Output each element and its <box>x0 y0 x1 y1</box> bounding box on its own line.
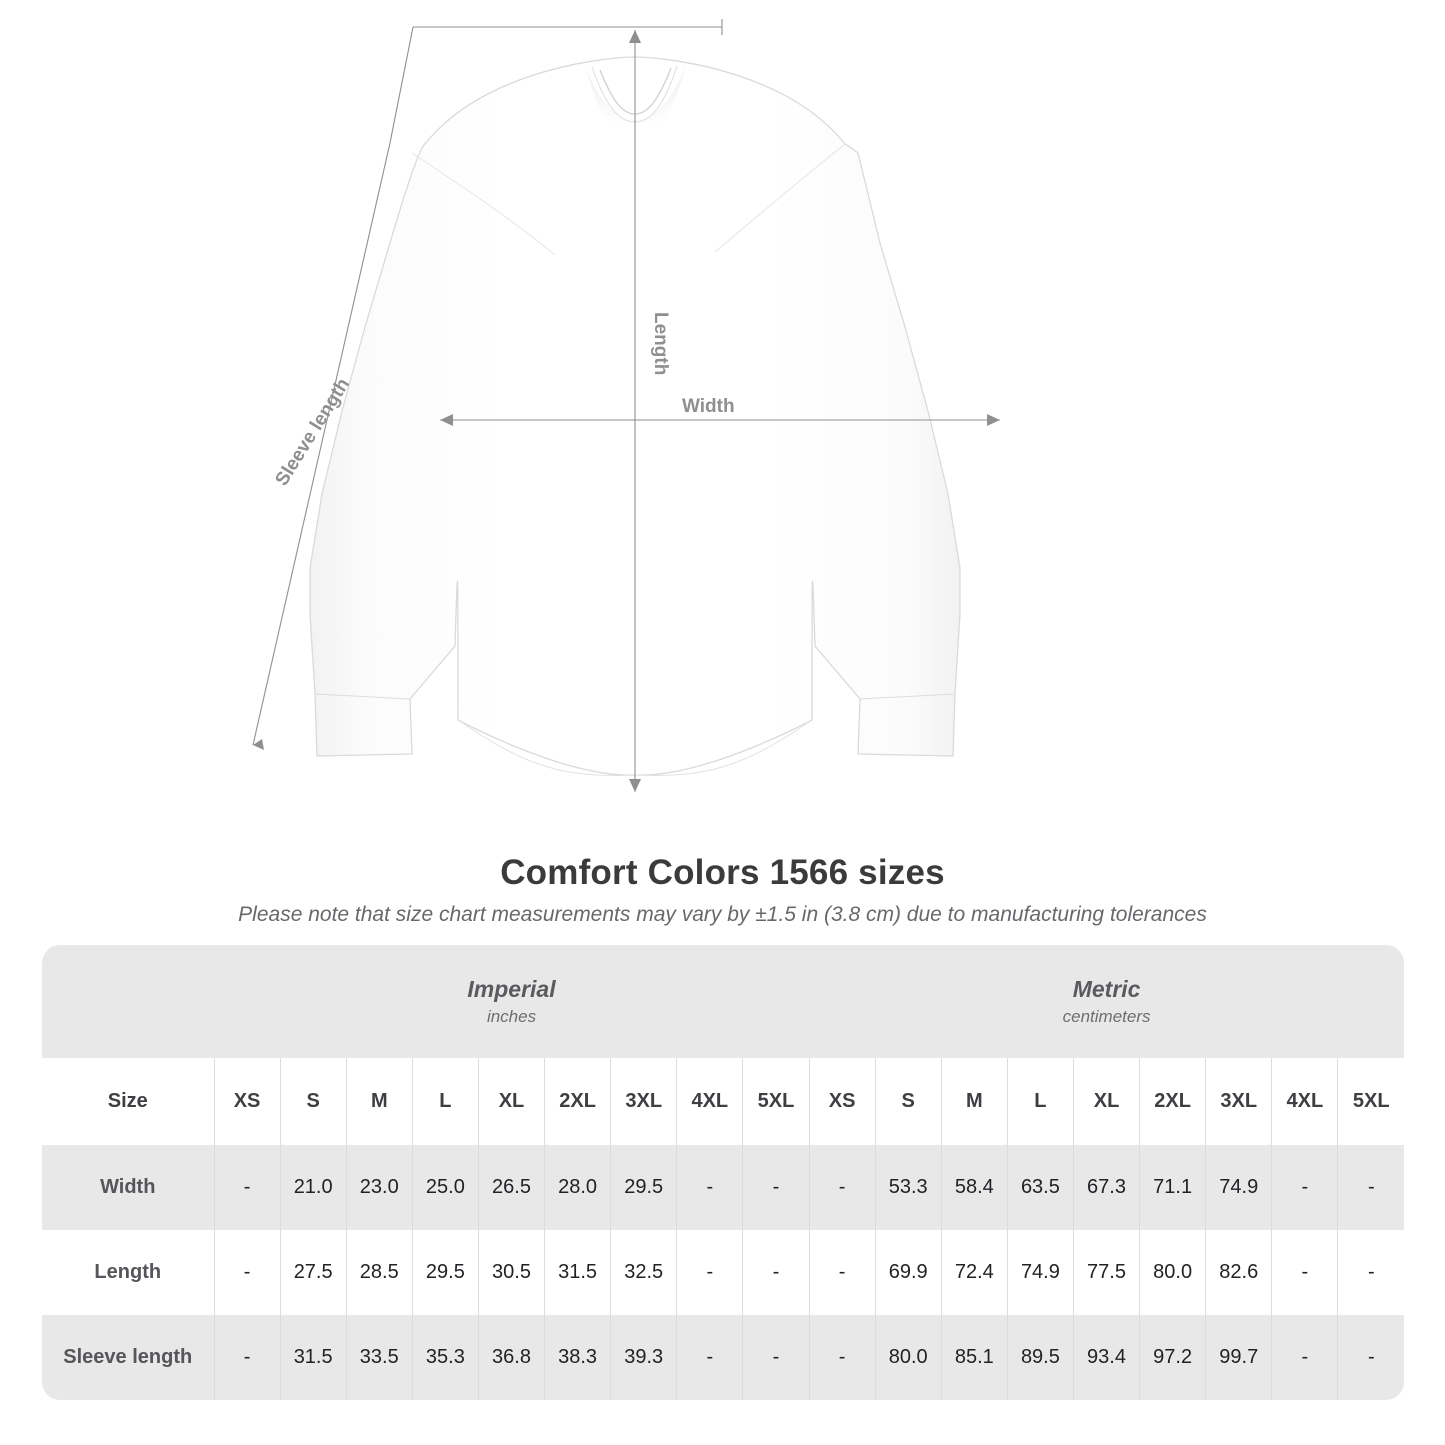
svg-text:Width: Width <box>682 396 735 417</box>
svg-text:Length: Length <box>650 312 671 375</box>
svg-text:Sleeve length: Sleeve length <box>271 375 354 490</box>
